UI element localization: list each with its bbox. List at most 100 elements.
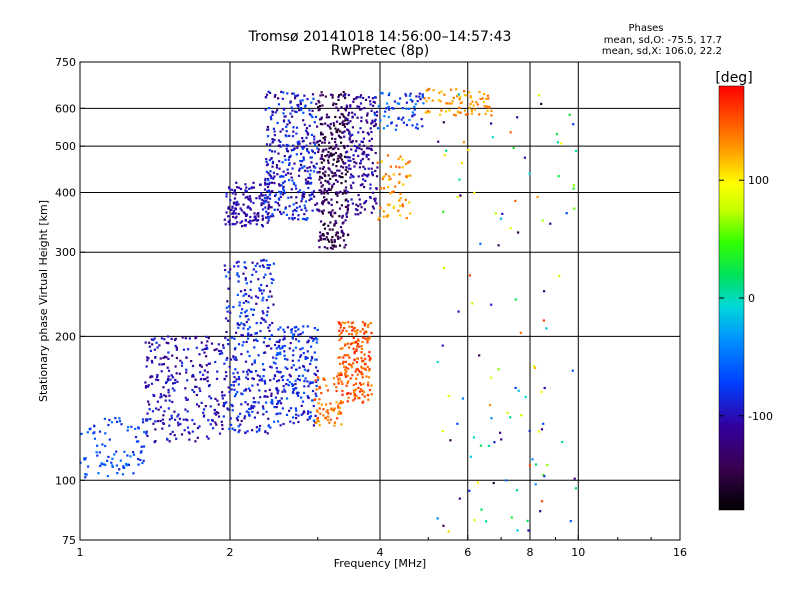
data-point [362, 382, 365, 385]
data-point [531, 458, 534, 461]
data-point [122, 465, 125, 468]
data-point [330, 154, 333, 157]
data-point [370, 331, 373, 335]
data-point [245, 282, 248, 285]
data-point [283, 344, 286, 348]
data-point [311, 399, 314, 402]
data-point [232, 209, 236, 213]
data-point [299, 159, 302, 163]
data-point [368, 368, 371, 371]
data-point [310, 345, 313, 348]
data-point [283, 337, 286, 340]
data-point [314, 373, 318, 376]
data-point [224, 336, 227, 340]
data-point [266, 185, 270, 189]
data-point [315, 102, 318, 105]
data-point [404, 163, 408, 166]
data-point [296, 104, 299, 107]
data-point [242, 327, 245, 330]
data-point [337, 412, 340, 415]
data-point [269, 174, 272, 177]
data-point [312, 404, 315, 408]
data-point [97, 472, 100, 475]
data-point [308, 382, 311, 385]
data-point [286, 123, 289, 126]
data-point [184, 337, 187, 340]
data-point [472, 104, 475, 107]
data-point [182, 418, 185, 421]
data-point [249, 334, 252, 337]
data-point [276, 392, 279, 395]
data-point [175, 356, 178, 360]
data-point [262, 202, 265, 205]
data-point [272, 278, 275, 281]
data-point [506, 411, 509, 414]
data-point [377, 105, 380, 108]
data-point [501, 212, 504, 215]
data-point [285, 125, 288, 128]
data-point [303, 368, 306, 371]
data-point [266, 221, 269, 224]
data-point [330, 212, 333, 215]
data-point [404, 93, 407, 96]
data-point [327, 156, 330, 159]
data-point [322, 408, 325, 411]
data-point [266, 197, 269, 200]
data-point [359, 102, 363, 105]
data-point [351, 333, 354, 336]
data-point [268, 190, 271, 193]
data-point [181, 361, 184, 364]
data-point [332, 158, 335, 161]
data-point [165, 395, 168, 398]
data-point [170, 374, 173, 377]
data-point [469, 95, 472, 98]
data-point [302, 352, 305, 355]
data-point [546, 463, 549, 467]
data-point [162, 386, 165, 389]
data-point [272, 356, 275, 359]
data-point [440, 109, 443, 112]
data-point [370, 384, 373, 387]
data-point [381, 177, 384, 181]
data-point [352, 399, 355, 402]
data-point [333, 240, 336, 243]
data-point [321, 176, 324, 179]
data-point [371, 97, 374, 100]
data-point [312, 97, 315, 100]
data-point [545, 327, 548, 330]
data-point [315, 384, 318, 387]
data-point [317, 148, 320, 151]
data-point [282, 211, 285, 214]
data-point [345, 366, 348, 369]
data-point [279, 353, 282, 356]
data-point [488, 106, 491, 109]
data-point [379, 187, 383, 190]
data-point [485, 520, 488, 523]
data-point [335, 221, 338, 225]
data-point [267, 344, 270, 347]
data-point [343, 125, 346, 128]
data-point [320, 91, 323, 94]
data-point [267, 128, 270, 131]
data-point [349, 184, 353, 187]
data-point [309, 182, 313, 185]
data-point [280, 90, 283, 93]
y-tick-label: 200 [55, 330, 76, 343]
data-point [157, 379, 160, 382]
data-point [240, 353, 243, 356]
data-point [338, 169, 341, 172]
data-point [137, 427, 140, 430]
data-point [290, 149, 293, 152]
data-point [345, 215, 348, 218]
data-point [250, 404, 253, 407]
data-point [306, 180, 309, 183]
data-point [298, 140, 301, 143]
data-point [355, 97, 358, 100]
data-point [297, 218, 300, 221]
data-point [360, 365, 363, 368]
data-point [335, 191, 338, 194]
data-point [221, 391, 224, 394]
data-point [151, 375, 154, 378]
data-point [166, 378, 170, 381]
data-point [345, 166, 348, 169]
